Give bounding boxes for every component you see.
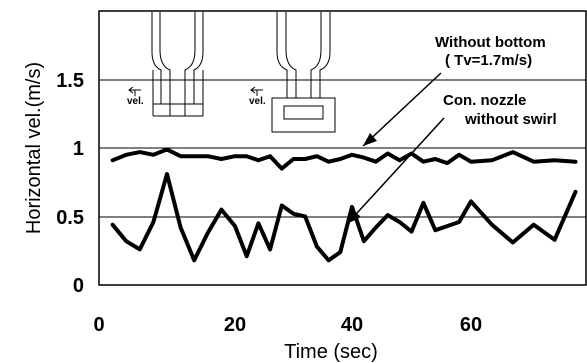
vel-arrow-left: [128, 86, 141, 96]
x-tick-20: 20: [224, 314, 246, 336]
x-tick-0: 0: [93, 314, 104, 336]
y-axis-label: Horizontal vel.(m/s): [23, 62, 45, 234]
annotation-without-swirl: without swirl: [464, 111, 557, 128]
vel-arrow-right: [250, 86, 263, 96]
x-tick-labels: 0 20 40 60: [93, 314, 482, 336]
x-tick-60: 60: [460, 314, 482, 336]
annotation-arrow-con-nozzle: [346, 117, 445, 225]
x-tick-40: 40: [341, 314, 363, 336]
y-tick-0-5: 0.5: [56, 207, 84, 229]
inset-vel-label-right: vel.: [249, 96, 266, 107]
nozzle-sketch-left: [151, 12, 204, 117]
series-line-con-nozzle: [110, 172, 578, 263]
annotation-velocity: ( Tv=1.7m/s): [445, 52, 532, 69]
annotation-arrow-without-bottom: [362, 72, 442, 147]
annotation-con-nozzle: Con. nozzle: [443, 92, 526, 109]
annotation-without-bottom: Without bottom: [435, 34, 546, 51]
x-axis-label: Time (sec): [284, 341, 378, 363]
inset-vel-label-left: vel.: [127, 96, 144, 107]
y-tick-labels: 1.5 1 0.5 0: [56, 70, 84, 297]
y-tick-1: 1: [73, 138, 84, 160]
nozzle-sketch-right: [271, 12, 336, 133]
series-line-without-bottom: [110, 147, 578, 171]
gridlines: [99, 79, 586, 218]
y-tick-0: 0: [73, 275, 84, 297]
y-tick-1-5: 1.5: [56, 70, 84, 92]
